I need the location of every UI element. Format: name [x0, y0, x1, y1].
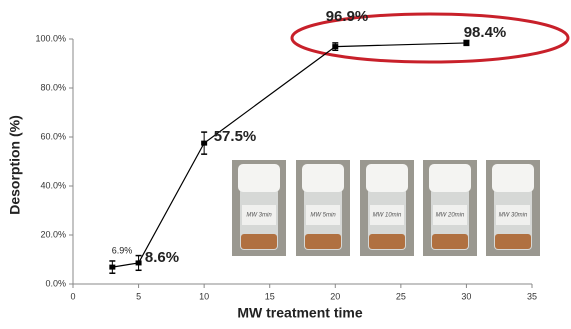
x-tick-label: 30	[461, 291, 471, 301]
vial-cap	[302, 164, 344, 192]
data-label: 8.6%	[145, 249, 179, 266]
vial-sample	[369, 234, 405, 249]
y-tick-label: 100.0%	[35, 33, 66, 43]
marker	[332, 44, 338, 49]
vial-sample	[305, 234, 341, 249]
photo: MW 10min	[360, 160, 414, 256]
vial-cap	[429, 164, 471, 192]
y-tick-label: 60.0%	[40, 131, 66, 141]
x-tick-label: 20	[330, 291, 340, 301]
x-axis-title: MW treatment time	[237, 305, 362, 321]
y-tick-label: 20.0%	[40, 229, 66, 239]
photo: MW 20min	[423, 160, 477, 256]
data-label: 6.9%	[112, 245, 133, 255]
marker	[136, 260, 142, 265]
photo-label: MW 20min	[436, 213, 465, 219]
y-tick-label: 40.0%	[40, 180, 66, 190]
vial-cap	[492, 164, 534, 192]
x-tick-label: 15	[265, 291, 275, 301]
y-tick-label: 80.0%	[40, 82, 66, 92]
data-label: 98.4%	[464, 24, 507, 41]
vial-cap	[238, 164, 280, 192]
x-tick-label: 25	[396, 291, 406, 301]
data-label: 96.9%	[326, 8, 369, 25]
photo: MW 5min	[296, 160, 350, 256]
photo: MW 3min	[232, 160, 286, 256]
vial-sample	[432, 234, 468, 249]
marker	[463, 40, 469, 45]
vial-sample	[241, 234, 277, 249]
photo: MW 30min	[486, 160, 540, 256]
data-label: 57.5%	[214, 128, 257, 145]
y-axis-title: Desorption (%)	[7, 115, 23, 215]
x-tick-label: 0	[70, 291, 75, 301]
marker	[109, 265, 115, 270]
vial-sample	[495, 234, 531, 249]
photo-label: MW 30min	[499, 213, 528, 219]
marker	[201, 141, 207, 146]
x-tick-label: 35	[527, 291, 537, 301]
chart: MW treatment time Desorption (%) MW 3min…	[0, 0, 571, 329]
photo-label: MW 5min	[310, 213, 336, 219]
x-tick-label: 10	[199, 291, 209, 301]
vial-cap	[366, 164, 408, 192]
y-tick-label: 0.0%	[45, 278, 66, 288]
x-tick-label: 5	[136, 291, 141, 301]
photo-label: MW 3min	[246, 213, 272, 219]
photo-label: MW 10min	[373, 213, 402, 219]
